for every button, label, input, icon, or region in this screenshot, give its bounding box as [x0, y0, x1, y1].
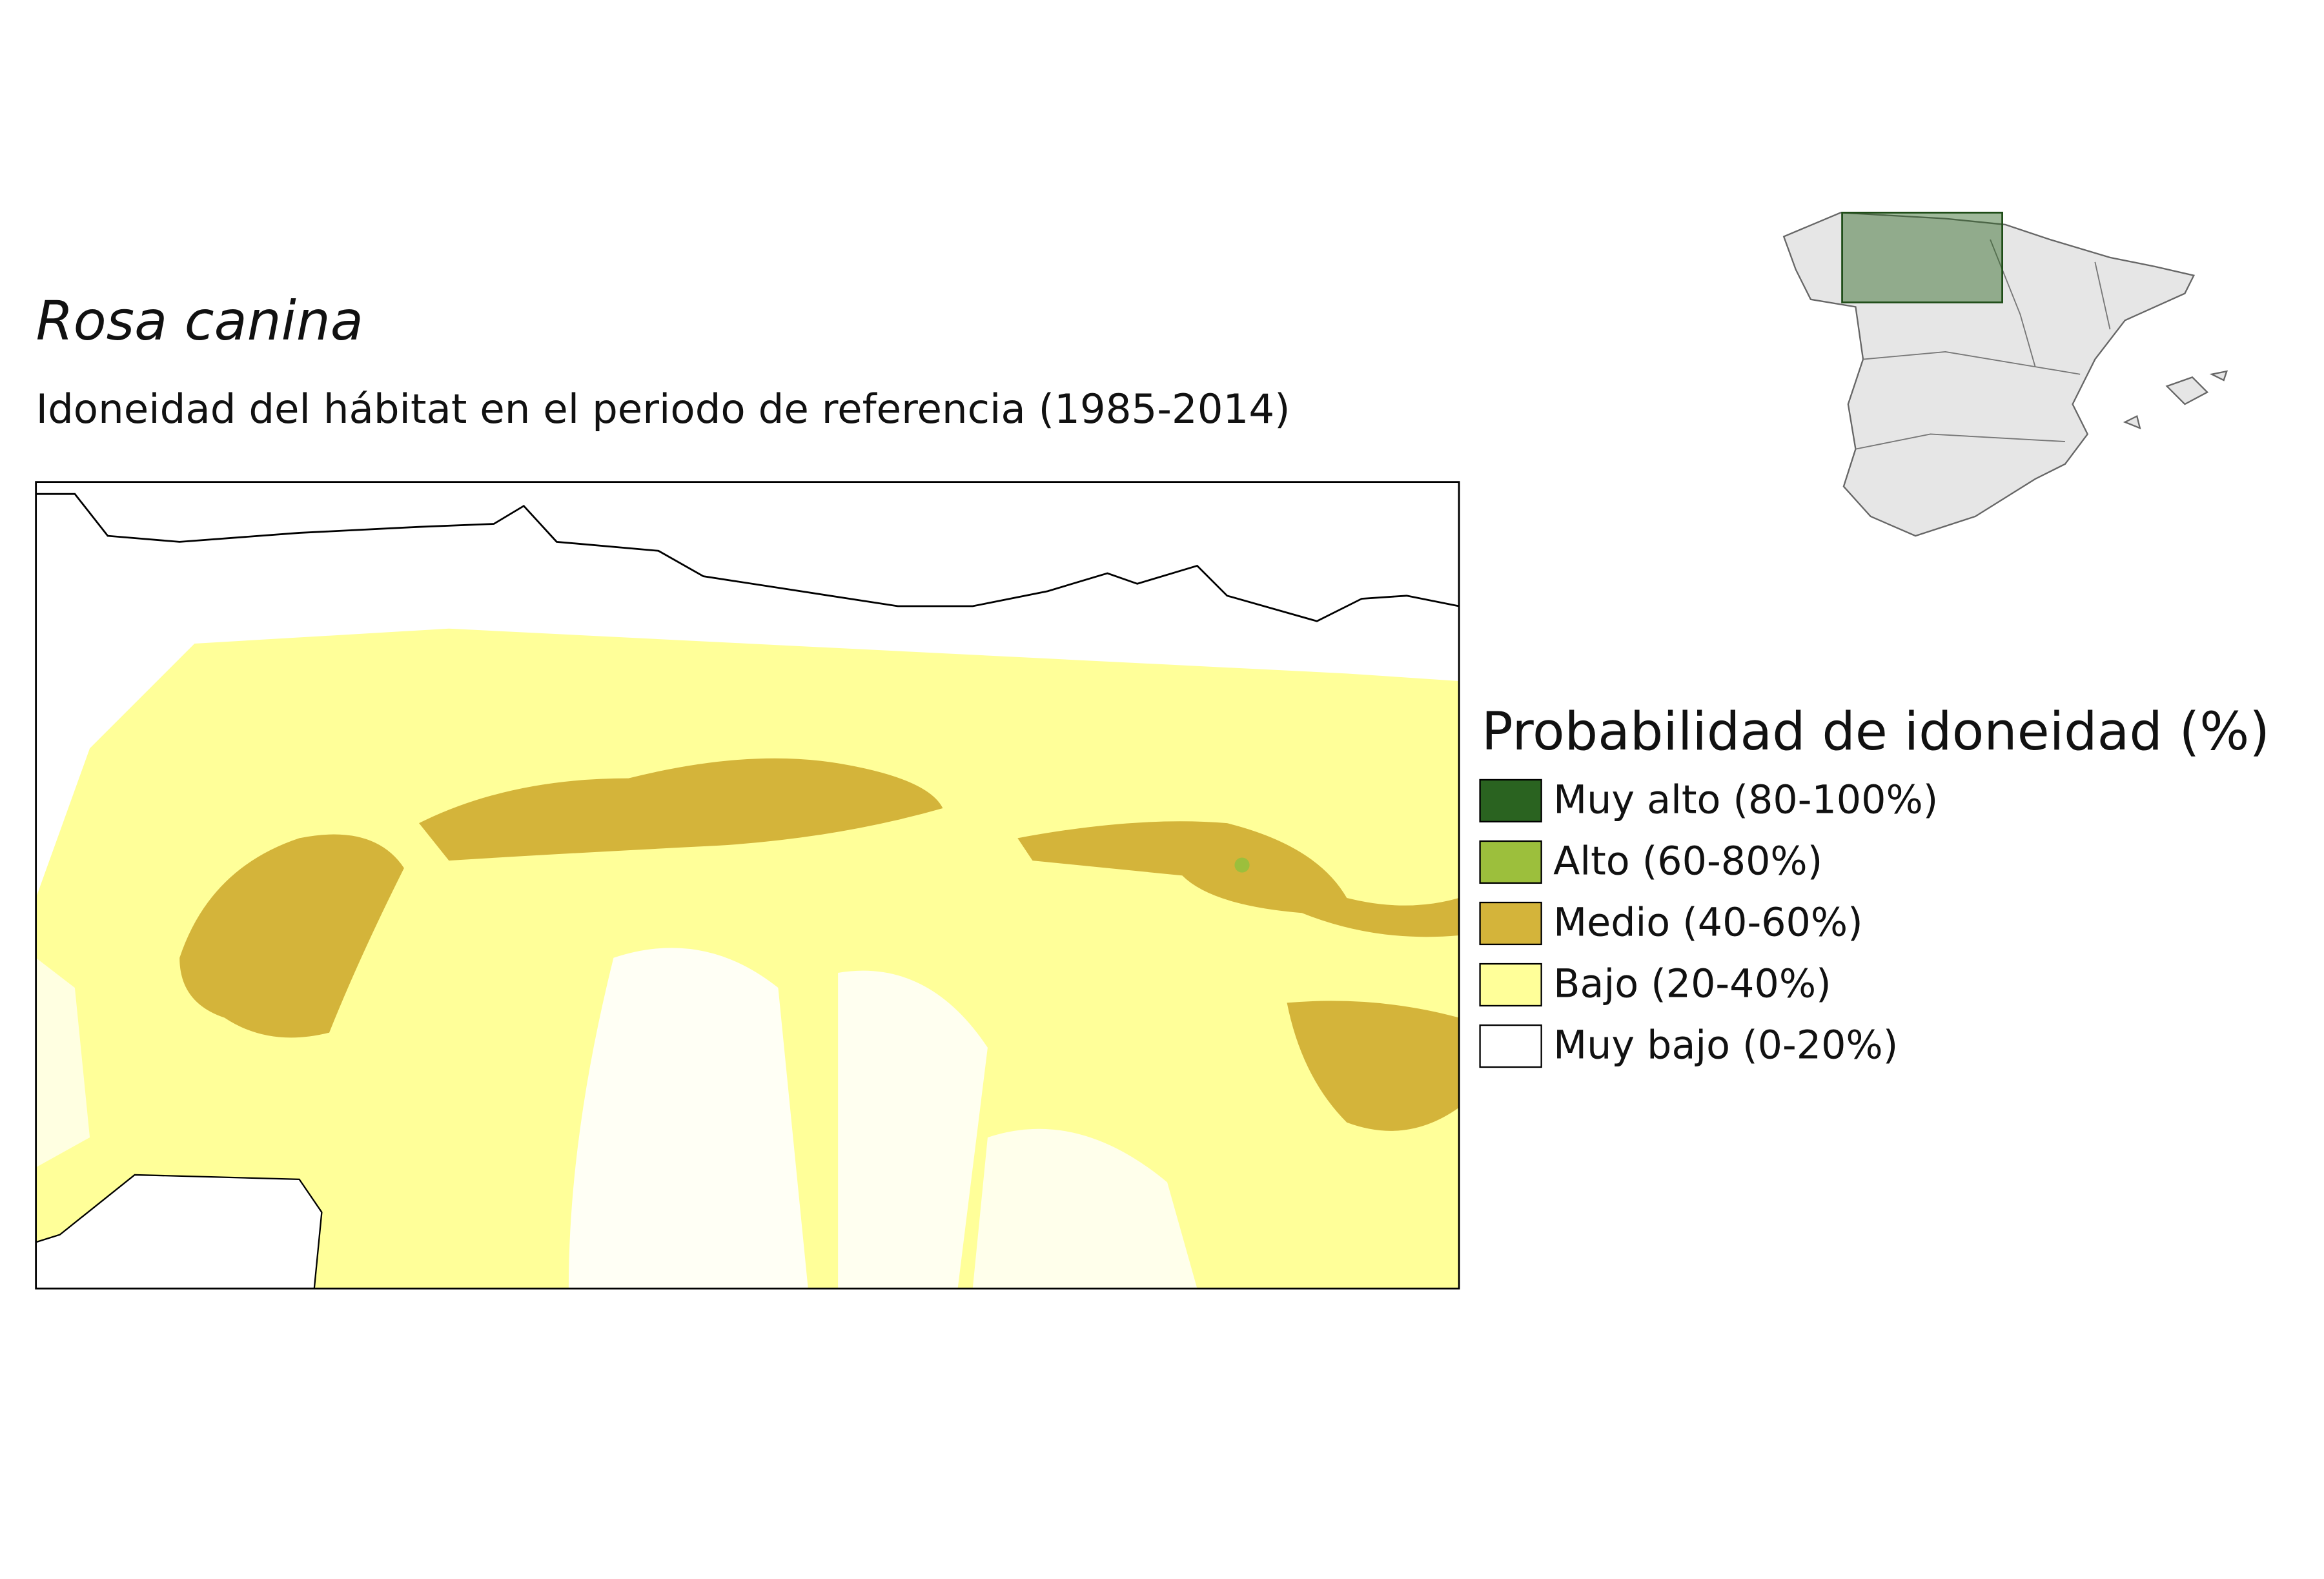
legend-title: Probabilidad de idoneidad (%)	[1482, 702, 2270, 762]
map-frame	[35, 481, 1460, 1290]
legend-label: Muy bajo (0-20%)	[1553, 1023, 1898, 1068]
legend-label: Bajo (20-40%)	[1553, 961, 1831, 1006]
legend-swatch	[1479, 840, 1542, 884]
legend-swatch	[1479, 963, 1542, 1007]
title: Rosa canina	[36, 290, 363, 352]
legend-swatch	[1479, 901, 1542, 946]
legend-label: Alto (60-80%)	[1553, 839, 1822, 884]
legend-swatch	[1479, 1024, 1542, 1068]
habitat-raster	[36, 482, 1460, 1289]
legend-label: Muy alto (80-100%)	[1553, 777, 1938, 822]
legend-swatch	[1479, 779, 1542, 822]
legend-label: Medio (40-60%)	[1553, 900, 1863, 945]
subtitle: Idoneidad del hábitat en el periodo de r…	[36, 385, 1290, 433]
legend: Muy alto (80-100%) Alto (60-80%) Medio (40…	[1479, 777, 1938, 1068]
locator-map	[1782, 211, 2228, 537]
